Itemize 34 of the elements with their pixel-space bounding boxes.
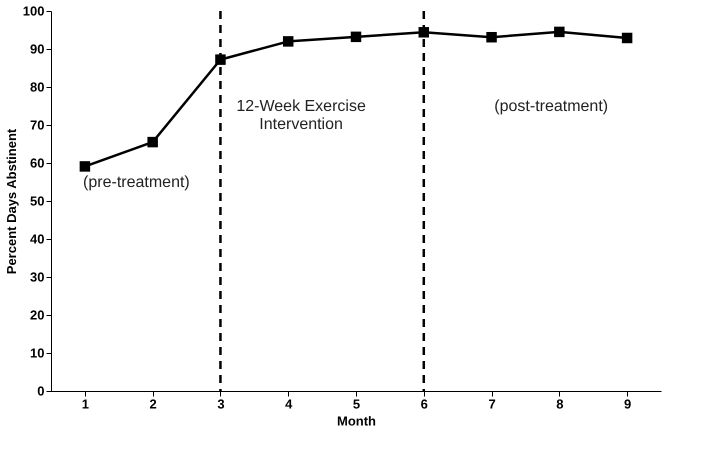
- point: [418, 27, 430, 38]
- x-tick-label: 7: [488, 396, 496, 412]
- annotation: (pre-treatment): [83, 174, 190, 191]
- x-tick-label: 3: [217, 396, 225, 412]
- point: [486, 32, 497, 42]
- y-tick-label: 20: [30, 308, 44, 322]
- y-tick-label: 30: [30, 270, 44, 284]
- annotation: (post-treatment): [494, 98, 608, 115]
- point: [147, 136, 158, 148]
- x-tick-label: 8: [556, 396, 564, 412]
- y-tick-label: 60: [30, 156, 44, 170]
- y-tick-label: 100: [22, 4, 44, 18]
- y-tick-label: 10: [30, 346, 44, 360]
- point: [80, 161, 90, 172]
- y-tick-label: 90: [30, 42, 44, 56]
- point: [350, 32, 362, 42]
- x-tick-label: 2: [150, 396, 157, 412]
- y-tick-label: 0: [37, 384, 44, 398]
- y-tick-label: 40: [30, 232, 44, 246]
- x-tick-label: 6: [420, 396, 428, 412]
- y-tick-label: 80: [30, 80, 44, 94]
- x-tick-label: 9: [624, 396, 632, 412]
- y-tick-label: 50: [30, 194, 44, 208]
- x-tick-label: 4: [285, 396, 294, 412]
- x-tick-label: 5: [352, 396, 360, 412]
- point: [282, 36, 294, 47]
- point: [622, 32, 632, 44]
- annotation: 12-Week Exercise Intervention: [236, 98, 366, 133]
- y-axis-title: Percent Days Abstinent: [4, 128, 19, 274]
- x-axis-title: Month: [337, 414, 376, 428]
- x-tick-label: 1: [82, 396, 90, 412]
- point: [215, 54, 226, 65]
- point: [554, 26, 565, 38]
- y-tick-label: 70: [30, 118, 44, 132]
